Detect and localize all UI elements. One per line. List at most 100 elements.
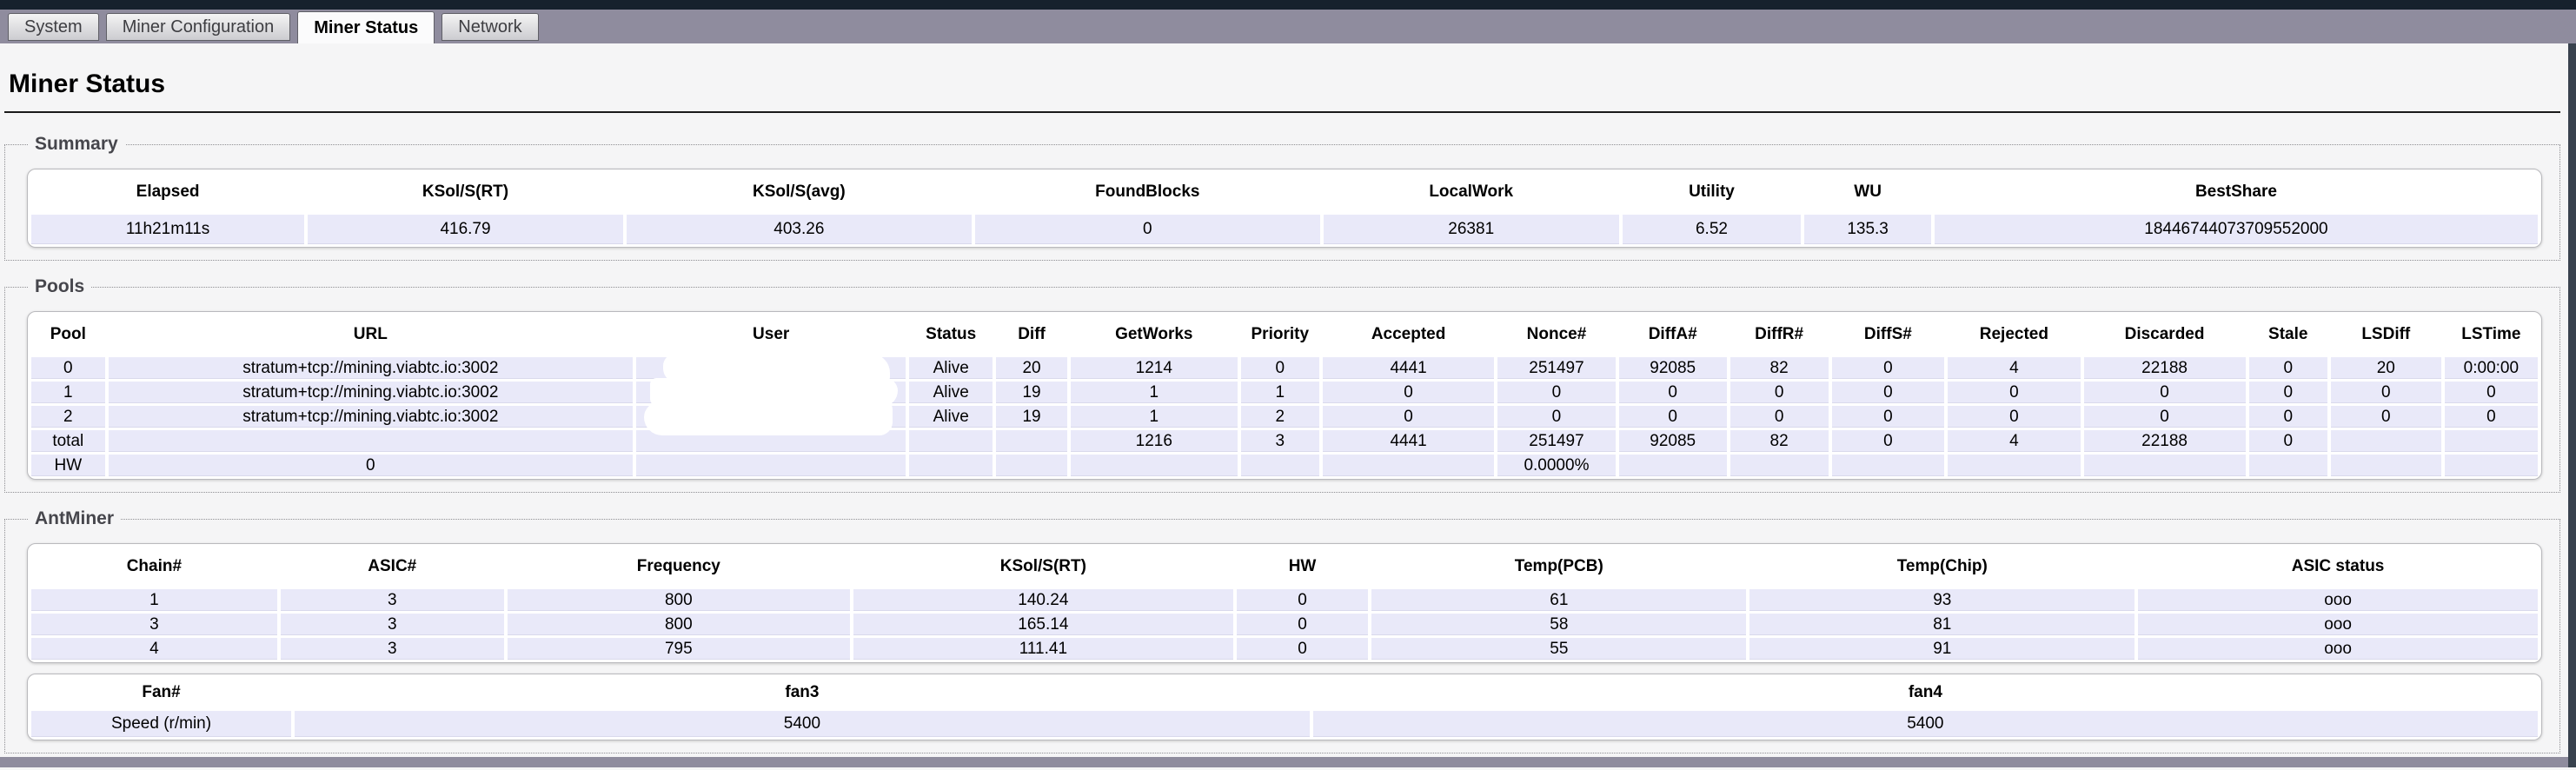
table-cell xyxy=(2084,455,2246,476)
chain-row-1: 1 3 800 140.24 0 61 93 ooo xyxy=(31,589,2538,611)
table-cell: 1 xyxy=(31,382,105,403)
column-header-hw: HW xyxy=(1237,547,1368,587)
summary-utility-value: 6.52 xyxy=(1623,215,1802,244)
table-cell: 92085 xyxy=(1619,357,1727,379)
summary-section: Summary Elapsed KSol/S(RT) KSol/S(avg) F… xyxy=(4,134,2560,261)
redacted-user-overlay xyxy=(644,402,892,435)
table-cell: 0 xyxy=(1323,406,1494,428)
column-header-lstime: LSTime xyxy=(2445,315,2538,355)
summary-table: Elapsed KSol/S(RT) KSol/S(avg) FoundBloc… xyxy=(27,169,2542,248)
title-divider xyxy=(4,111,2560,113)
table-cell: 0 xyxy=(2331,406,2441,428)
table-cell: 251497 xyxy=(1497,430,1615,452)
table-cell: 3 xyxy=(1241,430,1319,452)
table-cell: 165.14 xyxy=(853,614,1233,635)
page-content: Miner Status Summary Elapsed KSol/S(RT) … xyxy=(0,43,2576,770)
table-cell: 0 xyxy=(2331,382,2441,403)
antminer-section: AntMiner Chain# ASIC# Frequency KSol/S(R… xyxy=(4,508,2560,753)
table-cell: 1 xyxy=(1241,382,1319,403)
fans-header-row: Fan# fan3 fan4 xyxy=(31,677,2538,708)
pools-legend: Pools xyxy=(28,276,91,297)
table-cell: 4 xyxy=(1948,430,2080,452)
summary-foundblocks-value: 0 xyxy=(975,215,1320,244)
table-cell: 2 xyxy=(31,406,105,428)
tab-network[interactable]: Network xyxy=(442,13,538,41)
fan4-speed-value: 5400 xyxy=(1313,711,2538,737)
pools-section: Pools Pool URL User Status Diff GetWorks… xyxy=(4,276,2560,493)
pool-user-redacted xyxy=(636,357,906,379)
table-cell: 93 xyxy=(1749,589,2134,611)
fan3-speed-value: 5400 xyxy=(295,711,1310,737)
tab-system[interactable]: System xyxy=(8,13,99,41)
column-header-bestshare: BestShare xyxy=(1935,172,2538,212)
pool-url: stratum+tcp://mining.viabtc.io:3002 xyxy=(109,357,633,379)
table-cell xyxy=(996,430,1067,452)
table-cell: 3 xyxy=(281,614,504,635)
table-cell: 0 xyxy=(1730,382,1829,403)
table-cell: 0 xyxy=(109,455,633,476)
table-cell: 1214 xyxy=(1071,357,1238,379)
table-cell xyxy=(2249,455,2327,476)
table-cell: 0 xyxy=(1832,430,1945,452)
column-header-ksol-avg: KSol/S(avg) xyxy=(627,172,972,212)
table-cell: 0 xyxy=(1948,406,2080,428)
table-cell: 20 xyxy=(996,357,1067,379)
summary-elapsed-value: 11h21m11s xyxy=(31,215,304,244)
table-cell: 0 xyxy=(2445,382,2538,403)
table-cell: 0 xyxy=(2249,357,2327,379)
column-header-pool: Pool xyxy=(31,315,105,355)
table-cell: 0 xyxy=(1237,589,1368,611)
table-cell: 0 xyxy=(1832,406,1945,428)
pool-url: stratum+tcp://mining.viabtc.io:3002 xyxy=(109,382,633,403)
antminer-chains-table: Chain# ASIC# Frequency KSol/S(RT) HW Tem… xyxy=(27,543,2542,663)
table-cell: 0 xyxy=(2084,406,2246,428)
column-header-user: User xyxy=(636,315,906,355)
table-cell xyxy=(636,455,906,476)
page-title: Miner Status xyxy=(9,70,2576,99)
table-cell xyxy=(909,430,993,452)
table-cell: 4 xyxy=(31,638,277,660)
table-cell: 2 xyxy=(1241,406,1319,428)
pool-total-row: total 1216 3 4441 251497 92085 82 0 4 22… xyxy=(31,430,2538,452)
table-cell: 19 xyxy=(996,382,1067,403)
table-cell: 3 xyxy=(281,638,504,660)
asic-status-cell: ooo xyxy=(2138,589,2538,611)
column-header-fan: Fan# xyxy=(31,677,291,708)
summary-header-row: Elapsed KSol/S(RT) KSol/S(avg) FoundBloc… xyxy=(31,172,2538,212)
table-cell: 1 xyxy=(31,589,277,611)
table-cell: 111.41 xyxy=(853,638,1233,660)
table-cell: 22188 xyxy=(2084,430,2246,452)
table-cell xyxy=(1619,455,1727,476)
pool-status: Alive xyxy=(909,357,993,379)
fan-speed-row: Speed (r/min) 5400 5400 xyxy=(31,711,2538,737)
column-header-fan3: fan3 xyxy=(295,677,1310,708)
column-header-priority: Priority xyxy=(1241,315,1319,355)
asic-status-cell: ooo xyxy=(2138,614,2538,635)
summary-ksol-rt-value: 416.79 xyxy=(308,215,623,244)
table-cell: 4441 xyxy=(1323,357,1494,379)
table-cell xyxy=(1730,455,1829,476)
column-header-wu: WU xyxy=(1804,172,1931,212)
column-header-diff: Diff xyxy=(996,315,1067,355)
table-cell xyxy=(996,455,1067,476)
table-cell: 92085 xyxy=(1619,430,1727,452)
column-header-nonce: Nonce# xyxy=(1497,315,1615,355)
column-header-url: URL xyxy=(109,315,633,355)
tab-miner-status[interactable]: Miner Status xyxy=(297,11,435,43)
table-cell xyxy=(909,455,993,476)
column-header-status: Status xyxy=(909,315,993,355)
tab-miner-configuration[interactable]: Miner Configuration xyxy=(106,13,291,41)
antminer-fans-table: Fan# fan3 fan4 Speed (r/min) 5400 5400 xyxy=(27,674,2542,740)
table-cell: 251497 xyxy=(1497,357,1615,379)
table-cell: 0 xyxy=(1832,382,1945,403)
table-cell: 1 xyxy=(1071,406,1238,428)
table-cell: 0 xyxy=(1730,406,1829,428)
table-cell: 3 xyxy=(281,589,504,611)
column-header-getworks: GetWorks xyxy=(1071,315,1238,355)
column-header-discarded: Discarded xyxy=(2084,315,2246,355)
summary-wu-value: 135.3 xyxy=(1804,215,1931,244)
summary-data-row: 11h21m11s 416.79 403.26 0 26381 6.52 135… xyxy=(31,215,2538,244)
table-cell: 0 xyxy=(1237,638,1368,660)
browser-top-bar xyxy=(0,0,2576,10)
column-header-asic: ASIC# xyxy=(281,547,504,587)
